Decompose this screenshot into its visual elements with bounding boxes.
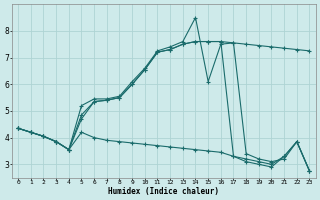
X-axis label: Humidex (Indice chaleur): Humidex (Indice chaleur)	[108, 187, 219, 196]
